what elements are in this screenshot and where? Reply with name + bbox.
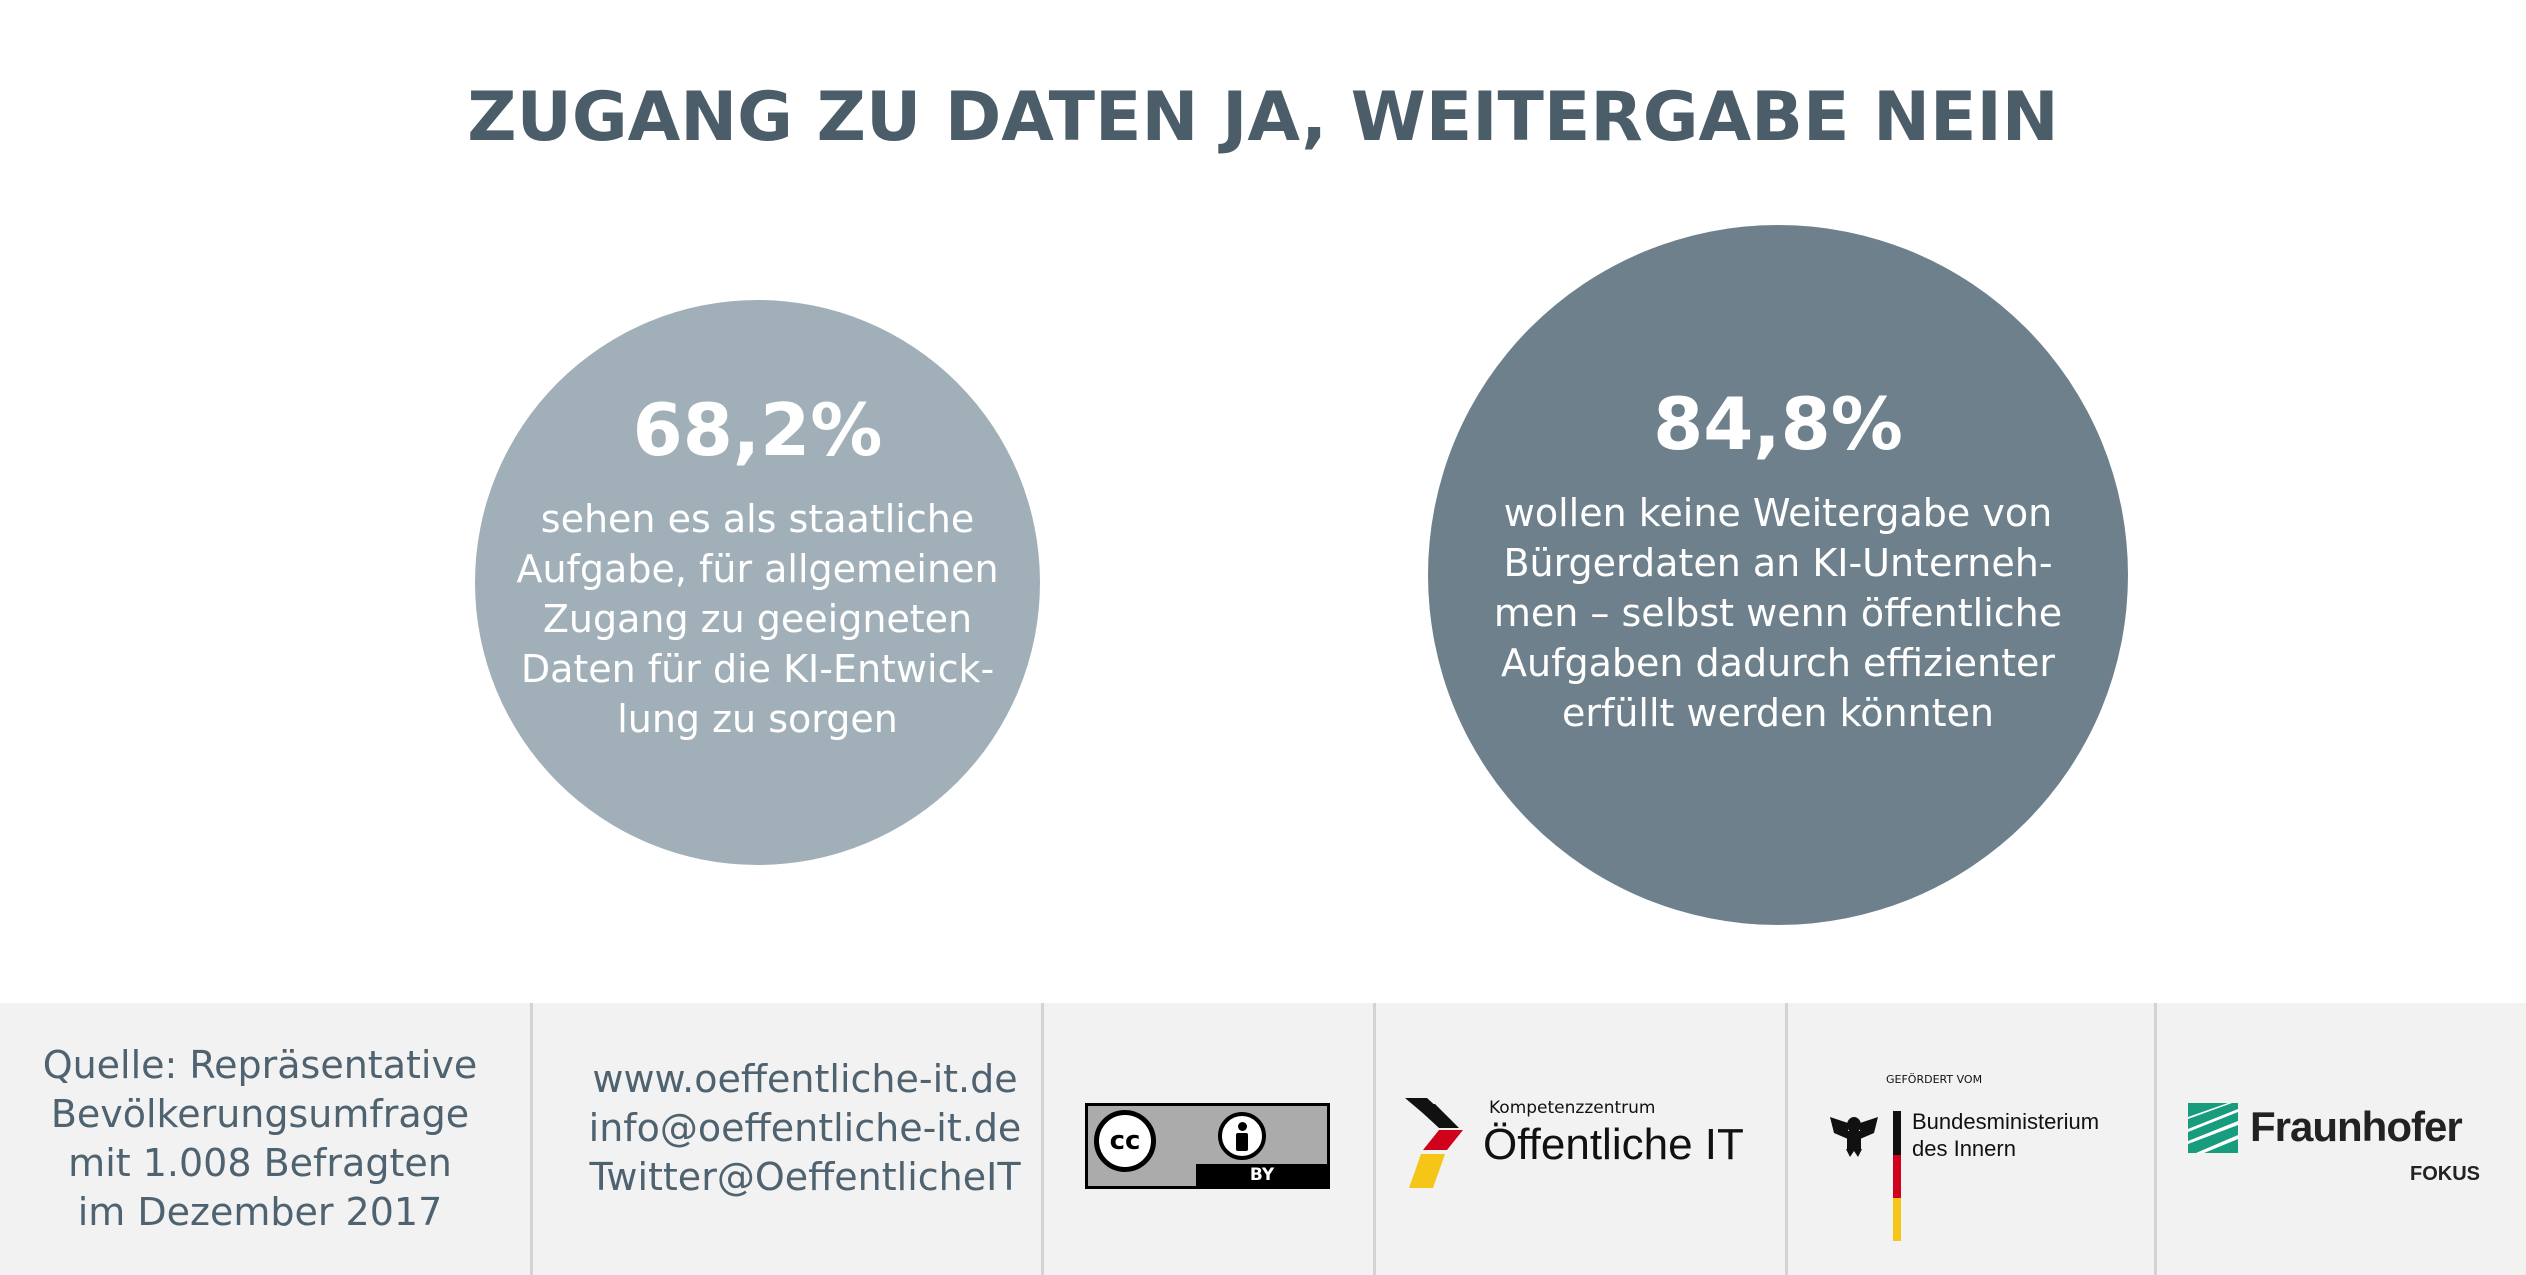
source-line: mit 1.008 Befragten — [68, 1141, 452, 1185]
footer-bar: Quelle: Repräsentative Bevölkerungsumfra… — [0, 1003, 2526, 1275]
cc-icon: cc — [1094, 1110, 1156, 1172]
bmi-logo-text: Bundesministerium des Innern — [1912, 1108, 2099, 1162]
footer-divider — [1041, 1003, 1044, 1275]
cc-by-license-badge: cc BY — [1085, 1103, 1330, 1189]
by-label: BY — [1249, 1165, 1275, 1185]
stat-description-line: Daten für die KI-Entwick- — [520, 646, 995, 691]
oeit-title: Öffentliche IT — [1483, 1120, 1744, 1169]
eagle-icon — [1830, 1117, 1878, 1157]
fraunhofer-mark-icon — [2188, 1103, 2238, 1153]
source-line: Bevölkerungsumfrage — [50, 1092, 470, 1136]
footer-divider — [2154, 1003, 2157, 1275]
footer-divider — [530, 1003, 533, 1275]
bmi-sponsor-label: GEFÖRDERT VOM — [1886, 1073, 1983, 1086]
german-flag-icon — [1893, 1111, 1901, 1241]
flag-stripes-icon — [1405, 1098, 1463, 1188]
bmi-name-line: Bundesministerium — [1912, 1109, 2100, 1134]
source-note: Quelle: Repräsentative Bevölkerungsumfra… — [40, 1041, 480, 1237]
contact-info: www.oeffentliche-it.de info@oeffentliche… — [540, 1055, 1070, 1202]
footer-divider — [1373, 1003, 1376, 1275]
email-link[interactable]: info@oeffentliche-it.de — [588, 1106, 1022, 1150]
footer-divider — [1785, 1003, 1788, 1275]
website-link[interactable]: www.oeffentliche-it.de — [592, 1057, 1018, 1101]
twitter-link[interactable]: Twitter@OeffentlicheIT — [589, 1155, 1021, 1199]
stat-description-line: lung zu sorgen — [617, 696, 898, 741]
stat-circle-right: 84,8% wollen keine Weitergabe von Bürger… — [1428, 225, 2128, 925]
stat-description-line: erfüllt werden könnten — [1561, 691, 1995, 735]
stat-percent: 84,8% — [1653, 382, 1903, 466]
source-line: im Dezember 2017 — [77, 1190, 443, 1234]
fraunhofer-institute: FOKUS — [2410, 1163, 2480, 1185]
attribution-icon — [1218, 1112, 1266, 1160]
stat-description-line: Bürgerdaten an KI-Unterneh- — [1503, 541, 2053, 585]
page-title: ZUGANG ZU DATEN JA, WEITERGABE NEIN — [467, 78, 2059, 157]
stat-percent: 68,2% — [632, 387, 883, 472]
stat-description-line: men – selbst wenn öffentliche — [1493, 591, 2063, 635]
stat-description-line: wollen keine Weitergabe von — [1503, 491, 2053, 535]
stat-description-line: Aufgaben dadurch effizienter — [1501, 641, 2055, 685]
stat-description-line: sehen es als staatliche — [540, 496, 975, 541]
source-line: Quelle: Repräsentative — [42, 1043, 478, 1087]
stat-description-line: Aufgabe, für allgemeinen — [516, 546, 999, 591]
fraunhofer-name: Fraunhofer — [2250, 1103, 2463, 1150]
stat-description-line: Zugang zu geeigneten — [542, 596, 973, 641]
bmi-name-line: des Innern — [1912, 1136, 2016, 1161]
stat-circle-left: 68,2% sehen es als staatliche Aufgabe, f… — [475, 300, 1040, 865]
oeffentliche-it-logo: Kompetenzzentrum Öffentliche IT — [1405, 1098, 1775, 1198]
oeit-subtitle: Kompetenzzentrum — [1489, 1098, 1656, 1118]
